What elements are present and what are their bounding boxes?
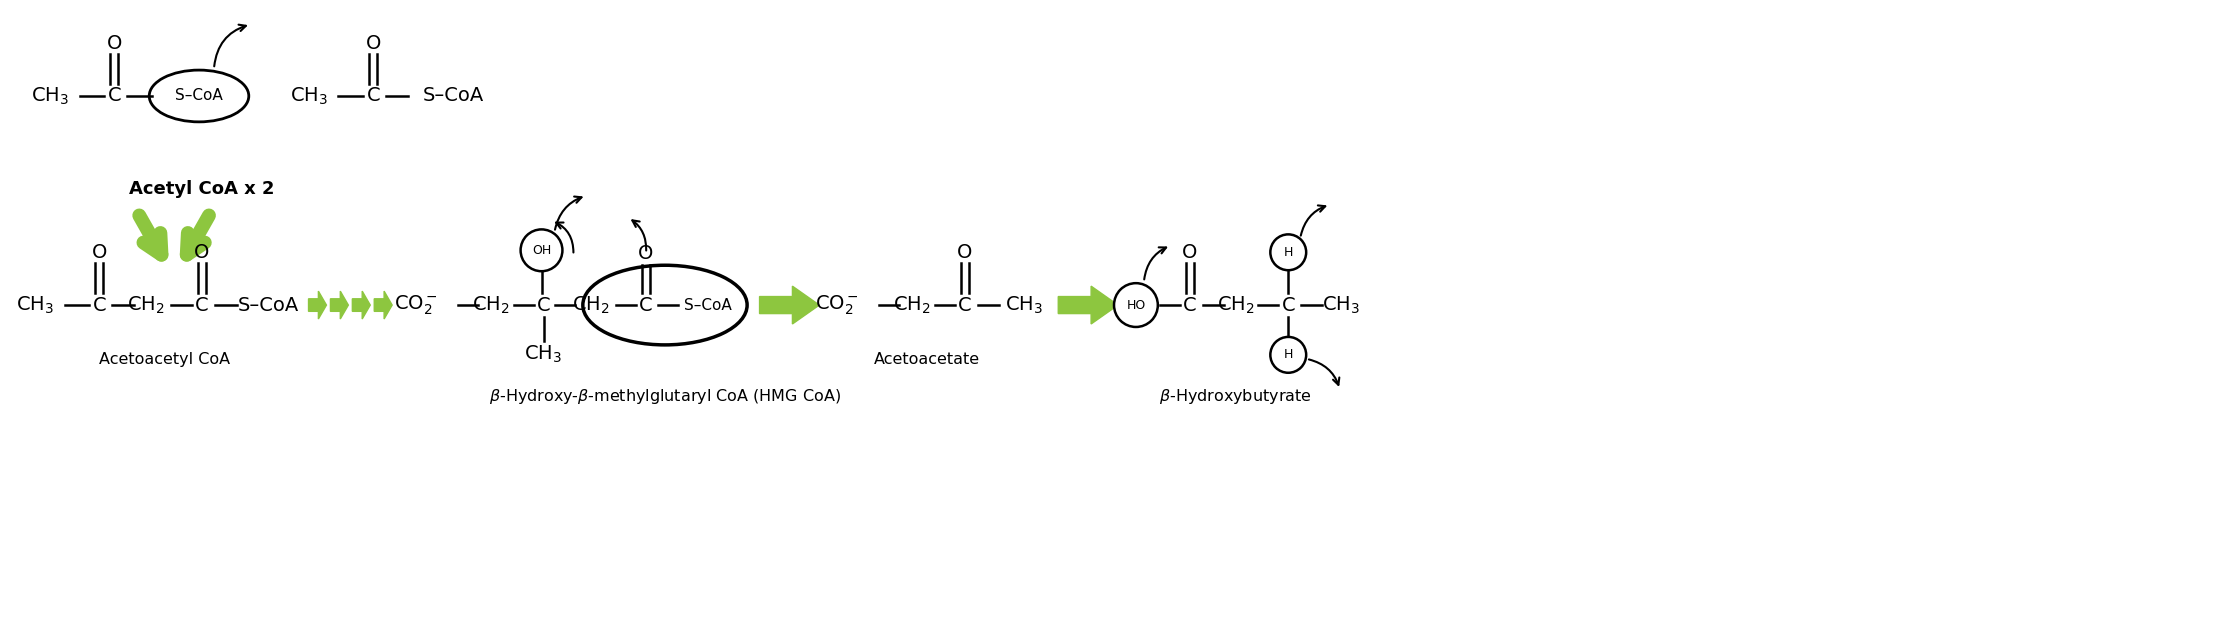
Text: C: C	[92, 296, 107, 315]
Text: CH$_2$: CH$_2$	[892, 294, 930, 316]
Text: CO$_2^-$: CO$_2^-$	[816, 293, 859, 317]
Text: CO$_2^-$: CO$_2^-$	[394, 293, 438, 317]
Polygon shape	[760, 286, 818, 324]
Text: S–CoA: S–CoA	[684, 298, 731, 312]
Text: Acetoacetate: Acetoacetate	[874, 353, 979, 367]
Polygon shape	[309, 291, 326, 319]
Text: O: O	[957, 243, 973, 262]
Text: H: H	[1283, 348, 1292, 362]
Text: CH$_2$: CH$_2$	[127, 294, 165, 316]
Text: O: O	[637, 244, 653, 263]
Circle shape	[521, 229, 563, 271]
FancyArrowPatch shape	[557, 223, 572, 253]
Text: C: C	[367, 86, 380, 106]
Circle shape	[1270, 234, 1306, 270]
Text: HO: HO	[1127, 299, 1145, 312]
Text: OH: OH	[532, 244, 550, 257]
Text: C: C	[639, 296, 653, 315]
Text: CH$_2$: CH$_2$	[572, 294, 610, 316]
Polygon shape	[373, 291, 391, 319]
Text: O: O	[1183, 243, 1196, 262]
Text: CH$_3$: CH$_3$	[288, 85, 326, 107]
FancyArrowPatch shape	[1308, 360, 1339, 385]
Text: O: O	[92, 243, 107, 262]
Circle shape	[1270, 337, 1306, 372]
Text: Acetyl CoA x 2: Acetyl CoA x 2	[130, 180, 275, 198]
Text: S–CoA: S–CoA	[423, 86, 483, 106]
FancyArrowPatch shape	[633, 220, 646, 250]
Text: S–CoA: S–CoA	[237, 296, 300, 315]
Text: $\beta$-Hydroxy-$\beta$-methylglutaryl CoA (HMG CoA): $\beta$-Hydroxy-$\beta$-methylglutaryl C…	[490, 387, 841, 406]
FancyArrowPatch shape	[1301, 205, 1326, 236]
FancyArrowPatch shape	[1145, 248, 1167, 280]
Text: O: O	[364, 34, 380, 52]
Text: CH$_2$: CH$_2$	[472, 294, 510, 316]
Text: C: C	[537, 296, 550, 315]
Text: C: C	[1183, 296, 1196, 315]
Text: CH$_3$: CH$_3$	[1321, 294, 1359, 316]
Text: C: C	[957, 296, 970, 315]
Polygon shape	[353, 291, 371, 319]
Text: C: C	[107, 86, 121, 106]
Text: O: O	[107, 34, 123, 52]
Text: C: C	[195, 296, 208, 315]
FancyArrowPatch shape	[215, 25, 246, 67]
Text: CH$_3$: CH$_3$	[525, 344, 563, 365]
Text: Acetoacetyl CoA: Acetoacetyl CoA	[98, 353, 230, 367]
Text: $\beta$-Hydroxybutyrate: $\beta$-Hydroxybutyrate	[1158, 387, 1313, 406]
Text: CH$_3$: CH$_3$	[31, 85, 69, 107]
Polygon shape	[331, 291, 349, 319]
Text: C: C	[1281, 296, 1295, 315]
Text: CH$_2$: CH$_2$	[1216, 294, 1254, 316]
Text: S–CoA: S–CoA	[174, 88, 224, 104]
Circle shape	[1114, 283, 1158, 327]
Text: O: O	[195, 243, 210, 262]
Polygon shape	[1058, 286, 1118, 324]
Text: H: H	[1283, 246, 1292, 259]
Text: CH$_3$: CH$_3$	[1006, 294, 1044, 316]
Text: CH$_3$: CH$_3$	[16, 294, 54, 316]
FancyArrowPatch shape	[555, 196, 581, 230]
